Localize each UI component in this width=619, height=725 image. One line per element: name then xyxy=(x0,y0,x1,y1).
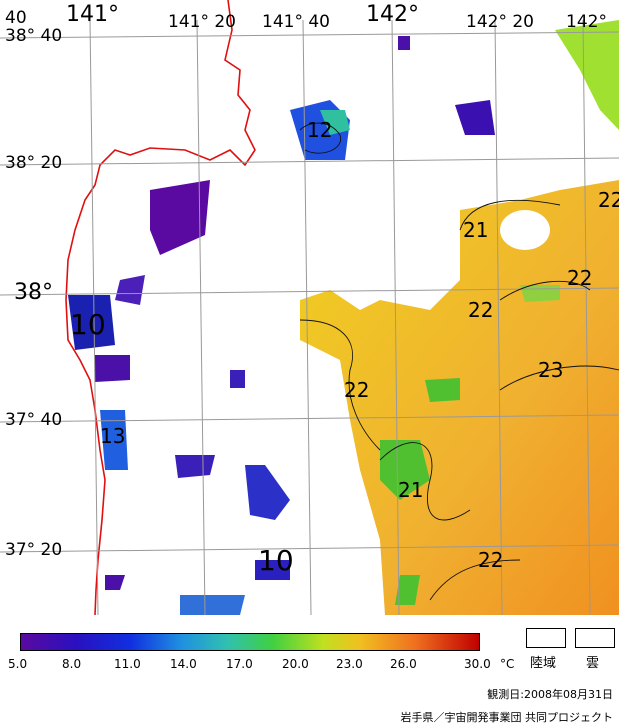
contour-label: 12 xyxy=(307,118,333,142)
contour-label: 10 xyxy=(258,544,294,577)
contour-label: 22 xyxy=(567,266,593,290)
lat-label: 38° 40 xyxy=(5,26,63,46)
lat-label: 38° xyxy=(14,280,53,305)
lat-label: 37° 40 xyxy=(5,410,63,430)
isotherm-contours xyxy=(299,122,619,601)
scale-tick: 20.0 xyxy=(282,657,309,671)
lon-label: 141° xyxy=(66,2,119,27)
scale-tick: 5.0 xyxy=(8,657,28,671)
graticule xyxy=(0,19,619,616)
contour-label: 13 xyxy=(100,424,126,448)
scale-tick: 11.0 xyxy=(114,657,141,671)
lon-label: 142° 20 xyxy=(466,12,534,32)
lon-label: 141° 40 xyxy=(262,12,330,32)
lon-label: 142° xyxy=(366,2,419,27)
contour-label: 22 xyxy=(598,188,619,212)
color-scale-bar xyxy=(20,633,480,651)
contour-label: 22 xyxy=(468,298,494,322)
scale-tick: 23.0 xyxy=(336,657,363,671)
corner-label: 40 xyxy=(5,8,27,28)
land-legend-label: 陸域 xyxy=(530,656,557,671)
cloud-legend-swatch xyxy=(575,628,615,648)
contour-label: 22 xyxy=(344,378,370,402)
contour-label: 23 xyxy=(538,358,564,382)
credit-line: 岩手県／宇宙開発事業団 共同プロジェクト xyxy=(400,711,614,724)
scale-tick: 30.0 xyxy=(464,657,491,671)
observation-date: 観測日:2008年08月31日 xyxy=(487,688,613,701)
scale-tick: 17.0 xyxy=(226,657,253,671)
land-legend-swatch xyxy=(526,628,566,648)
contour-label: 21 xyxy=(398,478,424,502)
scale-tick: 26.0 xyxy=(390,657,417,671)
contour-label: 21 xyxy=(463,218,489,242)
lon-label: 141° 20 xyxy=(168,12,236,32)
cold-water-patches xyxy=(68,36,495,615)
lon-label: 142° xyxy=(566,12,607,32)
lat-label: 37° 20 xyxy=(5,540,63,560)
coastline xyxy=(65,0,256,616)
contour-label: 10 xyxy=(70,308,106,341)
scale-tick: 8.0 xyxy=(62,657,82,671)
lat-label: 38° 20 xyxy=(5,153,63,173)
contour-label: 22 xyxy=(478,548,504,572)
scale-unit: °C xyxy=(500,657,515,671)
scale-tick: 14.0 xyxy=(170,657,197,671)
cloud-legend-label: 雲 xyxy=(586,656,600,671)
